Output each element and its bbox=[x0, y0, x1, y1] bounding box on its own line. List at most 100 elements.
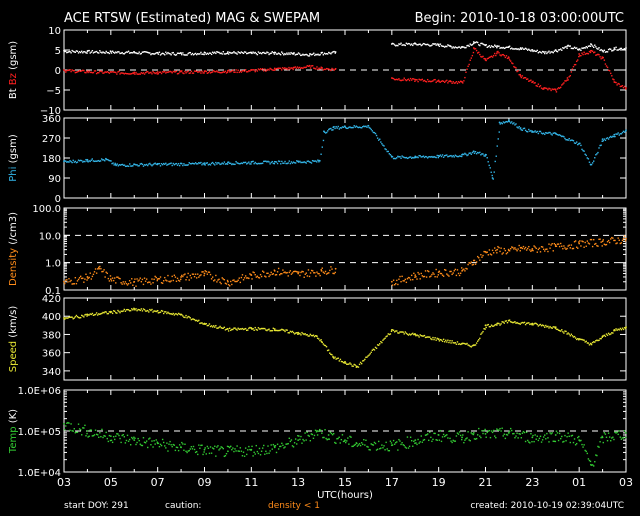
phi-point bbox=[207, 164, 210, 166]
density-point bbox=[560, 242, 562, 245]
temp-point bbox=[545, 438, 547, 440]
bz-point bbox=[553, 88, 556, 90]
speed-point bbox=[509, 321, 512, 323]
speed-point bbox=[385, 335, 387, 338]
temp-point bbox=[151, 440, 153, 442]
density-point bbox=[199, 274, 201, 277]
density-point bbox=[615, 242, 617, 245]
bz-point bbox=[479, 53, 481, 56]
density-point bbox=[617, 237, 619, 239]
speed-point bbox=[272, 327, 275, 330]
bt-point bbox=[308, 55, 311, 57]
bz-point bbox=[237, 69, 239, 71]
temp-point bbox=[125, 439, 128, 442]
density-point bbox=[536, 251, 538, 253]
speed-point bbox=[557, 329, 560, 331]
bz-point bbox=[393, 78, 396, 81]
bz-point bbox=[263, 70, 265, 72]
phi-point bbox=[380, 141, 382, 143]
bt-point bbox=[481, 42, 483, 45]
speed-point bbox=[290, 331, 293, 333]
bt-point bbox=[119, 52, 121, 55]
temp-point bbox=[260, 450, 263, 452]
bz-point bbox=[203, 72, 205, 74]
temp-point bbox=[227, 450, 229, 453]
bz-point bbox=[142, 72, 145, 74]
temp-point bbox=[514, 437, 516, 439]
y-tick-label: 400 bbox=[42, 312, 61, 323]
density-point bbox=[597, 245, 599, 247]
temp-point bbox=[448, 430, 450, 433]
bt-point bbox=[312, 53, 314, 56]
density-point bbox=[554, 244, 557, 246]
bz-point bbox=[105, 71, 107, 74]
bz-point bbox=[200, 72, 202, 74]
phi-point bbox=[494, 160, 496, 163]
phi-point bbox=[332, 129, 334, 131]
speed-point bbox=[193, 318, 196, 321]
phi-point bbox=[227, 161, 229, 164]
bz-point bbox=[564, 80, 566, 82]
phi-point bbox=[498, 121, 501, 124]
bz-point bbox=[414, 78, 417, 81]
bz-point bbox=[69, 69, 71, 71]
phi-point bbox=[595, 154, 597, 156]
phi-point bbox=[125, 165, 128, 167]
bt-point bbox=[190, 53, 193, 56]
phi-point bbox=[550, 133, 552, 135]
bt-point bbox=[434, 43, 436, 45]
density-point bbox=[443, 268, 446, 271]
bt-point bbox=[596, 47, 598, 50]
bz-point bbox=[151, 73, 153, 75]
temp-point bbox=[505, 433, 508, 436]
temp-point bbox=[327, 438, 329, 440]
density-point bbox=[222, 278, 224, 280]
bt-point bbox=[301, 54, 303, 56]
bz-point bbox=[494, 52, 496, 55]
bz-point bbox=[243, 70, 246, 72]
temp-point bbox=[461, 436, 463, 439]
bz-point bbox=[156, 71, 159, 73]
density-point bbox=[266, 272, 268, 275]
bt-point bbox=[397, 44, 399, 47]
speed-point bbox=[292, 331, 295, 334]
temp-point bbox=[405, 447, 408, 449]
phi-point bbox=[133, 163, 136, 166]
speed-point bbox=[415, 334, 417, 337]
phi-point bbox=[302, 161, 304, 164]
temp-point bbox=[370, 443, 372, 445]
phi-point bbox=[189, 162, 191, 165]
bz-point bbox=[71, 69, 73, 71]
phi-point bbox=[308, 161, 311, 163]
bt-point bbox=[441, 45, 444, 47]
temp-point bbox=[238, 450, 240, 452]
density-point bbox=[173, 274, 176, 276]
temp-point bbox=[79, 429, 82, 431]
bt-point bbox=[101, 52, 103, 54]
phi-point bbox=[511, 121, 513, 123]
speed-point bbox=[340, 360, 343, 363]
speed-point bbox=[420, 334, 422, 337]
phi-point bbox=[514, 124, 516, 126]
speed-point bbox=[308, 335, 310, 337]
bz-point bbox=[443, 81, 446, 84]
phi-point bbox=[470, 153, 472, 155]
phi-point bbox=[235, 160, 237, 163]
phi-point bbox=[544, 133, 546, 136]
speed-point bbox=[445, 339, 447, 342]
temp-point bbox=[160, 444, 163, 447]
bt-point bbox=[92, 52, 95, 54]
speed-point bbox=[177, 312, 180, 315]
speed-point bbox=[489, 325, 492, 328]
phi-point bbox=[405, 156, 408, 159]
density-point bbox=[407, 276, 410, 279]
temp-point bbox=[115, 435, 117, 437]
speed-point bbox=[217, 327, 219, 329]
bz-point bbox=[618, 83, 620, 85]
bt-point bbox=[100, 51, 102, 53]
bz-point bbox=[430, 80, 432, 83]
phi-point bbox=[618, 134, 620, 136]
bt-point bbox=[128, 52, 131, 54]
speed-point bbox=[99, 313, 101, 316]
bz-point bbox=[84, 71, 86, 74]
